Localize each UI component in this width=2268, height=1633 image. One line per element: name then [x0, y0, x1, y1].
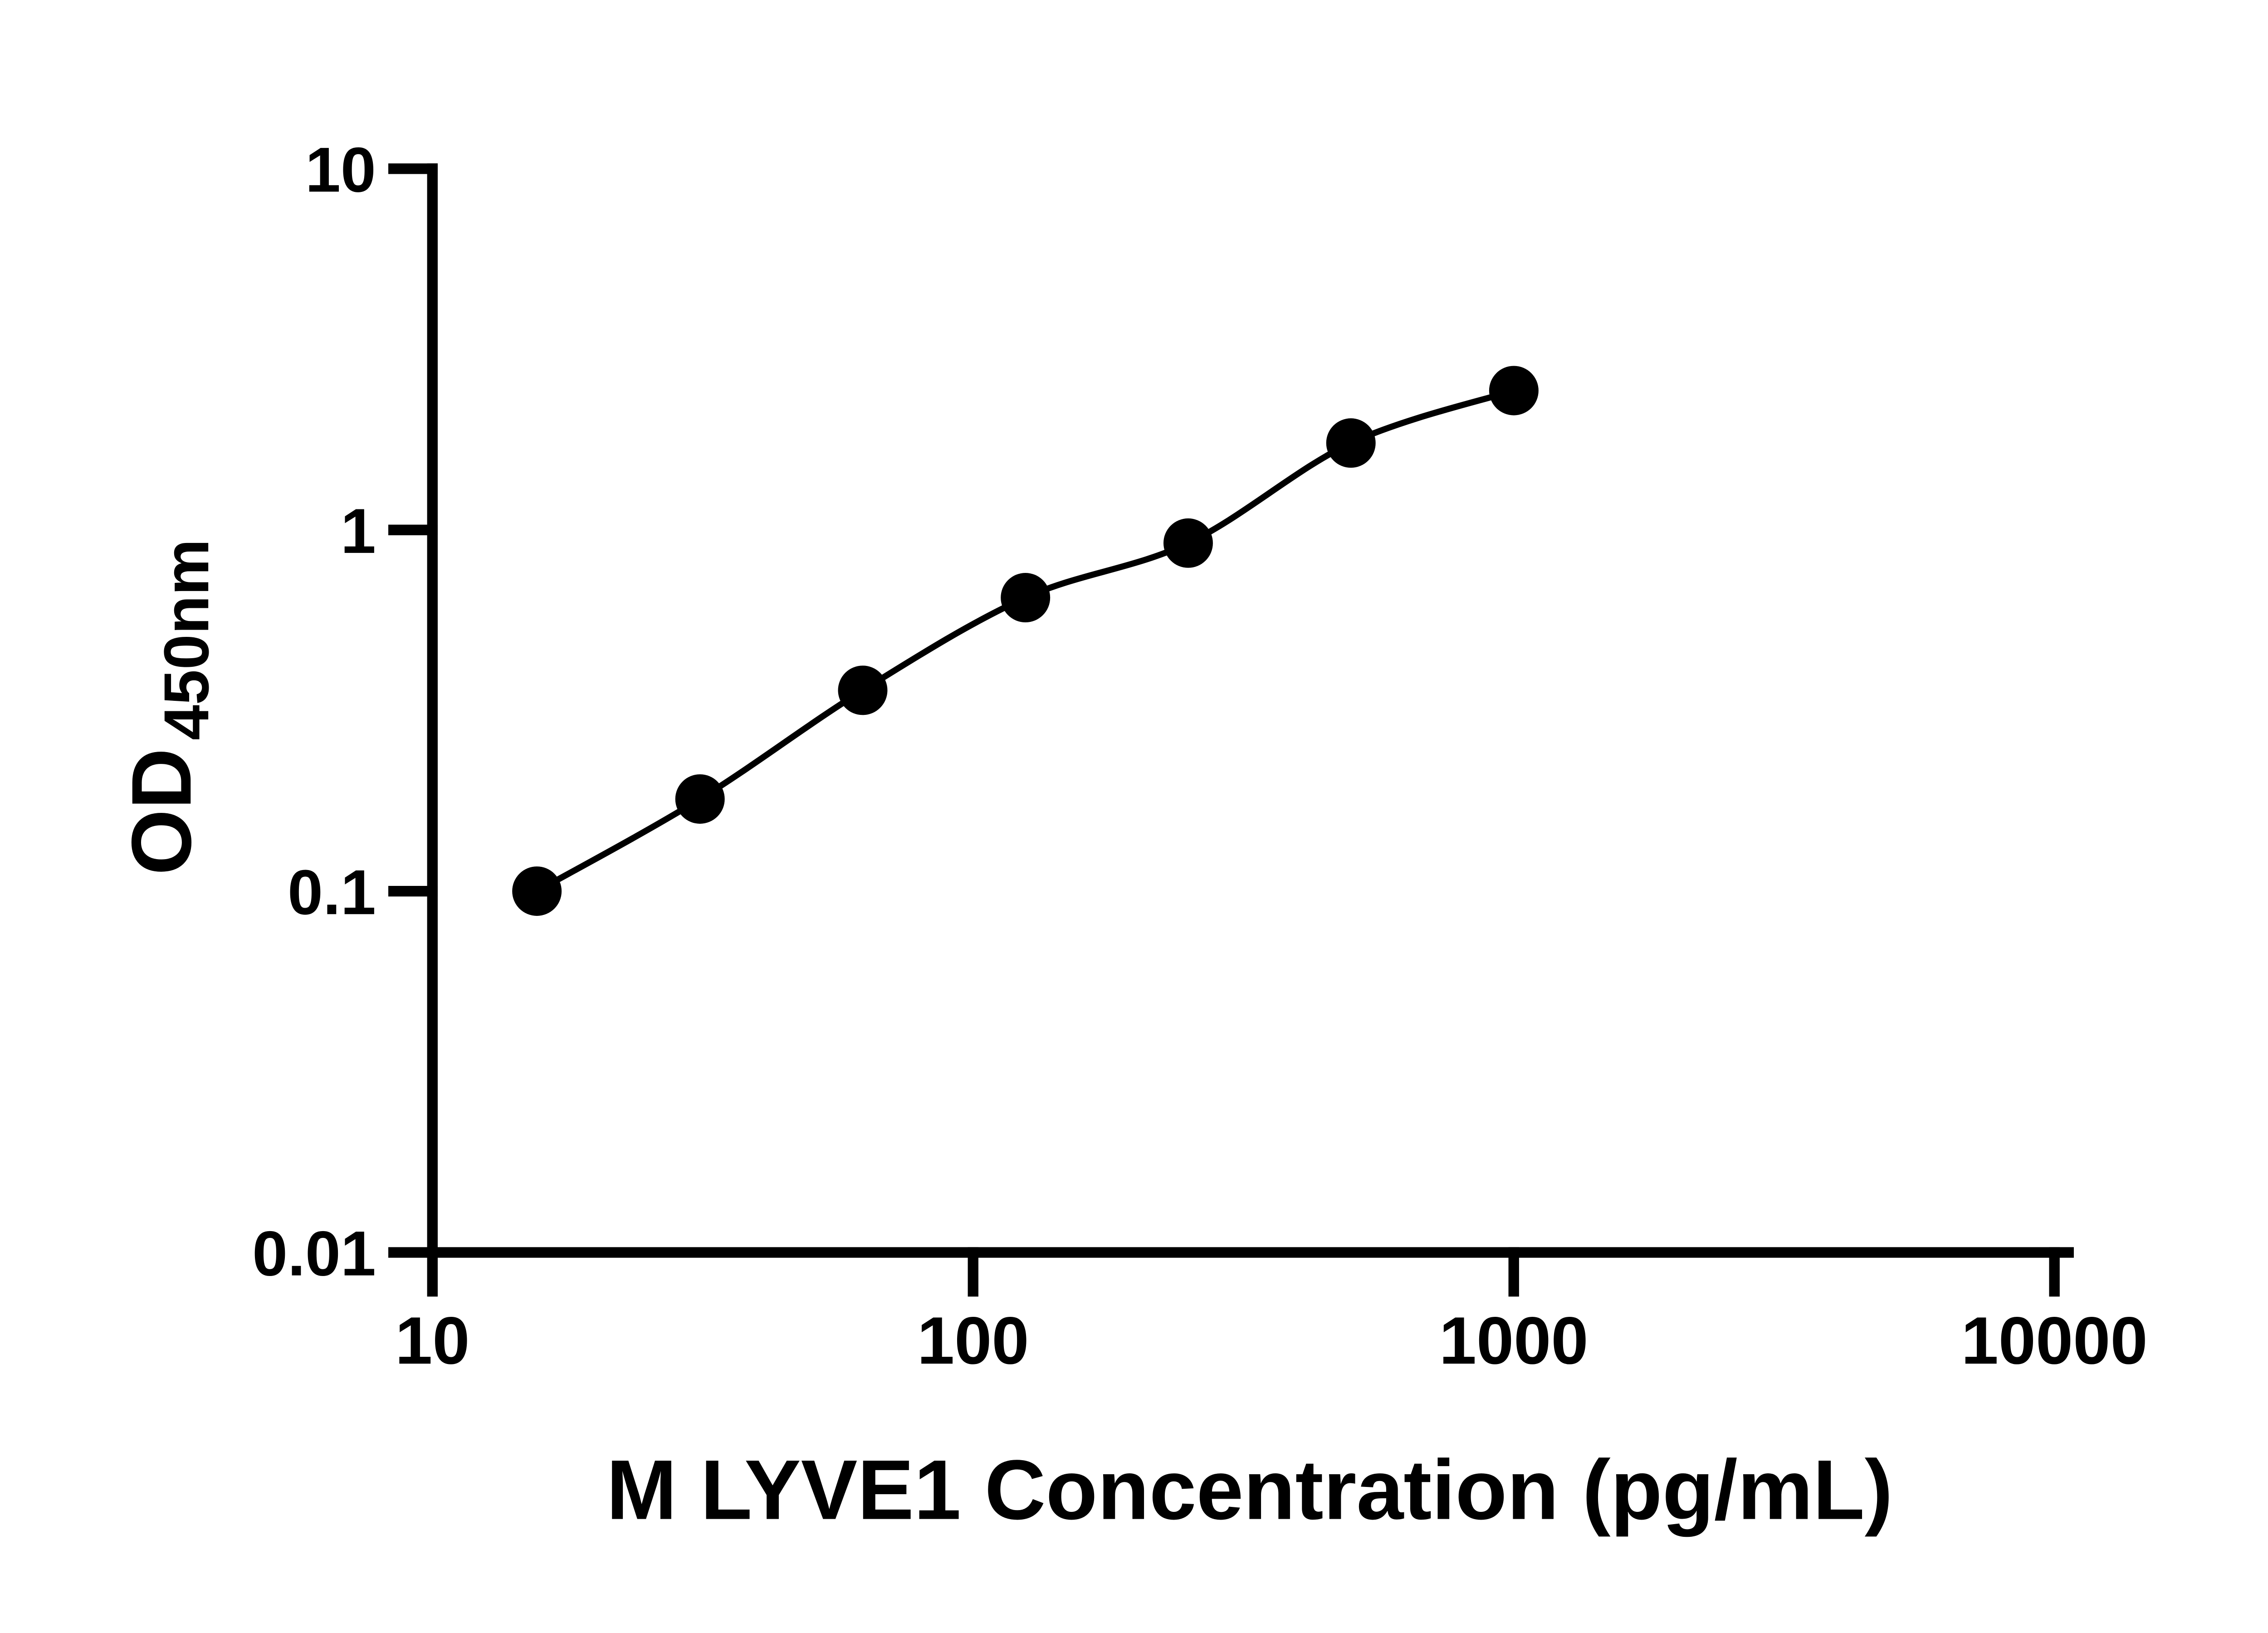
x-tick-label: 100 — [917, 1303, 1029, 1378]
y-tick-label: 0.01 — [252, 1218, 376, 1289]
x-axis-label: M LYVE1 Concentration (pg/mL) — [606, 1442, 1893, 1537]
data-point — [1001, 573, 1051, 622]
data-point — [675, 774, 725, 824]
axes-layer: 0.01 0.1 1 10 10 100 1000 10000 — [252, 134, 2148, 1379]
y-tick-label: 1 — [341, 495, 376, 567]
data-point — [838, 665, 888, 715]
plot-layer — [512, 366, 1539, 916]
y-axis-label: OD 450nm — [114, 539, 222, 875]
y-tick-label: 10 — [305, 134, 376, 205]
x-tick-label: 10 — [395, 1303, 469, 1378]
x-tick-label: 1000 — [1439, 1303, 1589, 1378]
data-point — [1326, 418, 1376, 468]
y-axis-label-main: OD — [114, 748, 209, 875]
data-point — [1163, 518, 1213, 568]
y-tick-label: 0.1 — [288, 856, 376, 928]
y-axis-label-subscript: 450nm — [151, 539, 222, 740]
data-point — [1489, 366, 1539, 416]
x-tick-label: 10000 — [1961, 1303, 2148, 1378]
data-point — [512, 866, 562, 916]
